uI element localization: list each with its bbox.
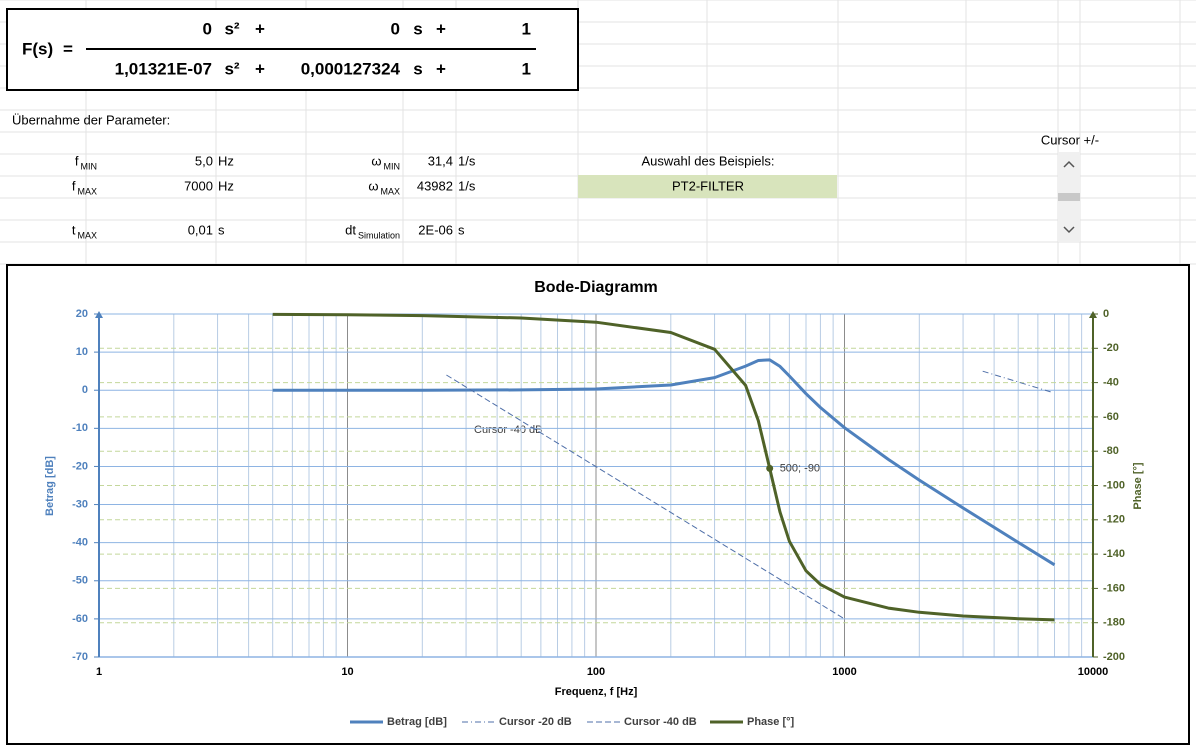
coefficient: 0 [391, 19, 400, 38]
series-line [982, 370, 1052, 393]
param-subscript: MAX [77, 230, 97, 240]
y-tick-label: -20 [72, 460, 88, 472]
param-value: 2E-06 [418, 222, 453, 237]
param-subscript: Simulation [358, 230, 400, 240]
param-symbol: t [72, 222, 76, 237]
operator: + [255, 59, 265, 78]
operator: + [436, 19, 446, 38]
y2-tick-label: -140 [1103, 548, 1125, 560]
x-tick-label: 1 [96, 666, 102, 678]
x-tick-label: 10000 [1078, 666, 1109, 678]
param-symbol: ω [368, 178, 378, 193]
y2-tick-label: -180 [1103, 617, 1125, 629]
params-title: Übernahme der Parameter: [12, 112, 170, 127]
legend-label: Cursor -40 dB [624, 716, 697, 728]
param-symbol: f [75, 153, 79, 168]
y-tick-label: -50 [72, 575, 88, 587]
param-unit: Hz [218, 153, 234, 168]
y2-tick-label: -80 [1103, 445, 1119, 457]
operator: + [255, 19, 265, 38]
x-tick-label: 10 [341, 666, 353, 678]
y-tick-label: -10 [72, 422, 88, 434]
annotation-point [766, 464, 774, 472]
legend-label: Phase [°] [747, 716, 795, 728]
param-value: 5,0 [195, 153, 213, 168]
y2-tick-label: -60 [1103, 411, 1119, 423]
y-tick-label: -30 [72, 498, 88, 510]
y2-tick-label: -40 [1103, 377, 1119, 389]
param-value: 0,01 [188, 222, 213, 237]
annotation-label: 500; -90 [780, 462, 820, 474]
y2-tick-label: -160 [1103, 582, 1125, 594]
param-symbol: dt [345, 222, 356, 237]
cursor-annotation: Cursor -40 dB [474, 424, 542, 436]
x-axis-label: Frequenz, f [Hz] [555, 686, 638, 698]
scroll-thumb[interactable] [1058, 193, 1080, 201]
x-tick-label: 1000 [832, 666, 856, 678]
y-axis-label: Betrag [dB] [44, 456, 56, 516]
example-label: Auswahl des Beispiels: [642, 153, 775, 168]
y-tick-label: 20 [76, 308, 88, 320]
y2-tick-label: -20 [1103, 342, 1119, 354]
legend-label: Cursor -20 dB [499, 716, 572, 728]
y2-axis-label: Phase [°] [1132, 462, 1144, 510]
param-subscript: MIN [384, 161, 401, 171]
variable: s² [224, 19, 239, 38]
scroll-down[interactable] [1063, 226, 1075, 234]
formula-lhs: F(s) [22, 39, 53, 58]
param-value: 43982 [417, 178, 453, 193]
y-tick-label: 0 [82, 384, 88, 396]
coefficient: 1,01321E-07 [115, 59, 212, 78]
y-tick-label: -40 [72, 537, 88, 549]
series-line [272, 312, 1055, 622]
param-unit: s [458, 222, 465, 237]
param-subscript: MAX [380, 186, 400, 196]
scroll-up[interactable] [1063, 160, 1075, 168]
example-value[interactable]: PT2-FILTER [672, 178, 744, 193]
variable: s [413, 19, 422, 38]
param-unit: s [218, 222, 225, 237]
y-axis-arrow [95, 311, 103, 318]
param-symbol: ω [371, 153, 381, 168]
coefficient: 0 [203, 19, 212, 38]
series-line [272, 358, 1056, 567]
coefficient: 0,000127324 [301, 59, 401, 78]
chart-title: Bode-Diagramm [534, 279, 658, 296]
y2-tick-label: -200 [1103, 651, 1125, 663]
variable: s² [224, 59, 239, 78]
operator: + [436, 59, 446, 78]
x-tick-label: 100 [587, 666, 605, 678]
param-subscript: MIN [81, 161, 98, 171]
y2-axis-arrow [1089, 311, 1097, 318]
param-value: 31,4 [428, 153, 453, 168]
formula-eq: = [63, 39, 73, 58]
y-tick-label: 10 [76, 346, 88, 358]
series-line [446, 374, 845, 620]
param-unit: 1/s [458, 153, 476, 168]
coefficient: 1 [522, 19, 531, 38]
y2-tick-label: 0 [1103, 308, 1109, 320]
legend-label: Betrag [dB] [387, 716, 447, 728]
y-tick-label: -60 [72, 613, 88, 625]
param-symbol: f [72, 178, 76, 193]
y2-tick-label: -120 [1103, 514, 1125, 526]
coefficient: 1 [522, 59, 531, 78]
y2-tick-label: -100 [1103, 479, 1125, 491]
example-cell[interactable] [578, 175, 837, 198]
plot: 1 10 100 1000 10000-200-180-160-140-120-100-… [72, 308, 1125, 728]
param-unit: Hz [218, 178, 234, 193]
param-subscript: MAX [77, 186, 97, 196]
y-tick-label: -70 [72, 651, 88, 663]
cursor-label: Cursor +/- [1041, 132, 1099, 147]
variable: s [413, 59, 422, 78]
param-unit: 1/s [458, 178, 476, 193]
param-value: 7000 [184, 178, 213, 193]
